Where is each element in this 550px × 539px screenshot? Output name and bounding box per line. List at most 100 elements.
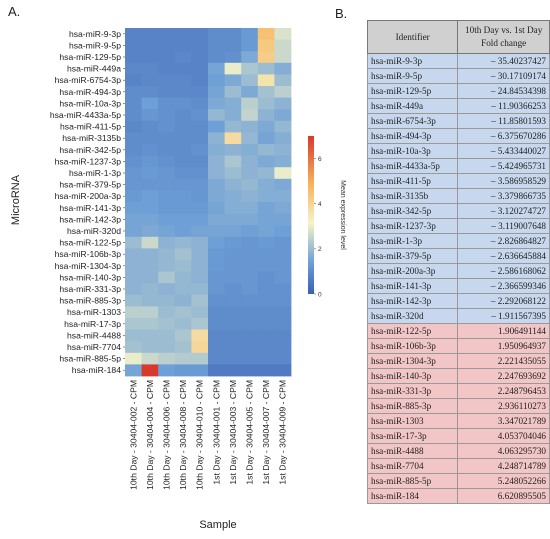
heatmap-cell [174,341,192,354]
heatmap-cell [174,271,192,284]
heatmap-cell [191,167,209,180]
heatmap-cell [257,248,275,261]
heatmap-cell [191,97,209,110]
heatmap-cell [257,39,275,52]
heatmap-cell [141,39,159,52]
heatmap-cell [241,109,259,122]
heatmap-cell [224,306,242,319]
identifier-cell: hsa-miR-1304-3p [366,353,459,369]
heatmap-cell [241,352,259,365]
heatmap-cell [224,213,242,226]
x-axis-title: Sample [199,519,236,531]
heatmap-cell [241,318,259,330]
fold-change-cell: – 3.119007648 [457,218,550,234]
heatmap-cell [274,39,292,52]
identifier-cell: hsa-miR-411-5p [366,173,459,189]
heatmap-cell [224,294,242,307]
heatmap-cell [174,178,192,191]
identifier-cell: hsa-miR-141-3p [366,278,459,294]
row-label: hsa-miR-3135b [62,133,121,143]
heatmap-cell [174,236,192,249]
heatmap-cell [241,28,259,40]
heatmap-cell [241,202,259,214]
heatmap-cell [174,260,192,272]
heatmap-cell [208,306,225,319]
row-label: hsa-miR-184 [72,365,121,375]
heatmap-cell [241,260,259,272]
heatmap-cell [208,341,225,354]
heatmap-cell [125,202,142,214]
heatmap-cell [208,39,225,52]
identifier-cell: hsa-miR-494-3p [366,128,459,144]
row-label: hsa-miR-342-5p [59,145,121,155]
heatmap-cell [257,341,275,354]
fold-change-cell: – 11.85801593 [457,113,550,129]
row-label: hsa-miR-1303 [67,307,121,317]
identifier-cell: hsa-miR-9-3p [366,53,459,69]
heatmap-cell [257,155,275,168]
table-row: hsa-miR-140-3p 2.247693692 [366,368,550,384]
heatmap-cell [274,213,292,226]
fold-change-cell: 2.247693692 [457,368,550,384]
fold-change-cell: 3.347021789 [457,413,550,429]
heatmap-cell [241,364,259,377]
heatmap-cell [158,97,176,110]
heatmap-cell [158,39,176,52]
heatmap-cell [141,109,159,122]
heatmap-cell [274,120,292,133]
table-row: hsa-miR-1303 3.347021789 [366,413,550,429]
heatmap-cell [224,225,242,238]
heatmap-cell [174,97,192,110]
heatmap-cell [208,74,225,87]
heatmap-cell [257,283,275,296]
heatmap-cell [274,167,292,180]
heatmap-cell [224,62,242,75]
fold-change-cell: – 2.292068122 [457,293,550,309]
identifier-cell: hsa-miR-379-5p [366,248,459,264]
heatmap-cell [174,318,192,330]
fold-change-cell: 5.248052266 [457,473,550,489]
y-axis-title: MicroRNA [10,174,22,225]
heatmap-cell [125,225,142,238]
identifier-cell: hsa-miR-342-5p [366,203,459,219]
heatmap-cell [208,97,225,110]
heatmap-cell [158,62,176,75]
table-row: hsa-miR-331-3p 2.248796453 [366,383,550,399]
heatmap-cell [274,74,292,87]
colorbar-ticks: 0 2 4 6 [314,156,322,298]
fold-change-cell: – 2.586168062 [457,263,550,279]
heatmap-cell [257,144,275,156]
heatmap-cell [141,364,159,377]
heatmap-cell [174,132,192,145]
heatmap-cell [257,109,275,122]
heatmap-cell [208,120,225,133]
heatmap-cell [191,364,209,377]
heatmap-cell [191,178,209,191]
colorbar-tick-label: 0 [318,291,322,298]
identifier-header: Identifier [366,20,459,54]
table-row: hsa-miR-320d – 1.911567395 [366,308,550,324]
heatmap-cell [224,329,242,342]
column-label: 10th Day - 30404-010 - CPM [195,380,205,490]
heatmap-cell [158,51,176,64]
row-label: hsa-miR-885-5p [59,354,121,364]
heatmap-cell [241,97,259,110]
heatmap-cell [274,318,292,330]
panel-b-label: B. [335,6,348,21]
heatmap-cell [174,109,192,122]
heatmap-cell [141,248,159,261]
fold-change-cell: – 2.366599346 [457,278,550,294]
heatmap-cell [274,364,292,377]
heatmap-cell [141,341,159,354]
identifier-cell: hsa-miR-10a-3p [366,143,459,159]
colorbar [308,136,314,294]
column-label: 1st Day - 30404-009 - CPM [278,380,288,485]
heatmap-cell [257,62,275,75]
heatmap-cell [257,120,275,133]
fold-change-cell: 2.248796453 [457,383,550,399]
heatmap-cell [191,306,209,319]
heatmap-cell [191,294,209,307]
identifier-cell: hsa-miR-142-3p [366,293,459,309]
